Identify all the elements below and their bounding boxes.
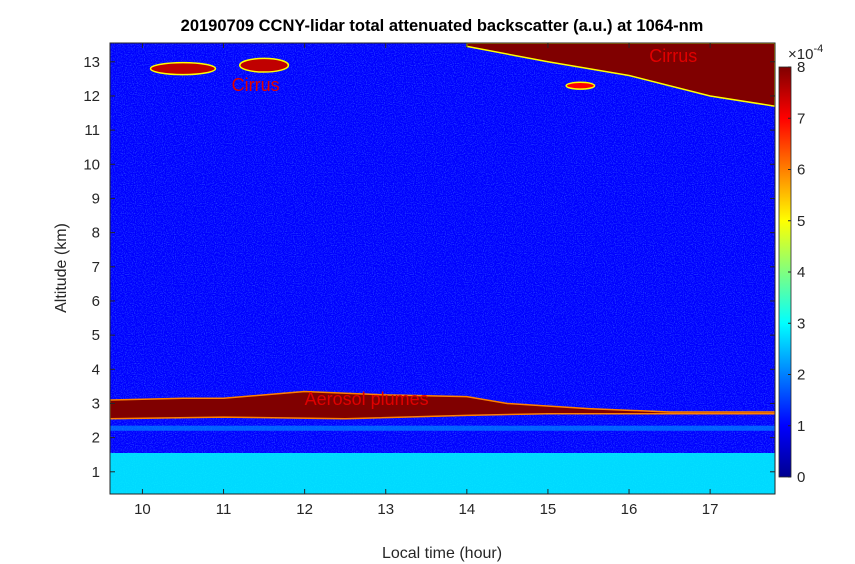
colorbar-tick-label: 6 [797,162,805,179]
y-axis-label: Altitude (km) [53,223,70,313]
annotations: Cirrus Cirrus Aerosol plumes [232,46,698,409]
x-tick-label: 13 [377,501,394,518]
annotation-label: Cirrus [232,75,280,95]
plume-base-band [110,425,775,431]
colorbar-tick-label: 0 [797,469,805,486]
aerosol-plume-layer [110,390,775,420]
y-tick-label: 3 [92,395,100,412]
colorbar-ticks: 0 1 2 3 4 5 6 7 8 [788,59,805,486]
colorbar-exponent-base: ×10 [788,46,813,63]
annotation-label: Aerosol plumes [305,389,429,409]
y-tick-label: 12 [83,88,100,105]
x-tick-label: 12 [296,501,313,518]
x-tick-label: 15 [540,501,557,518]
x-tick-label: 17 [702,501,719,518]
y-tick-label: 9 [92,190,100,207]
x-tick-label: 11 [216,501,232,518]
data-layers [110,43,775,494]
colorbar-exponent-power: -4 [813,43,823,55]
cirrus-upper-layer [466,43,775,107]
y-tick-label: 1 [92,464,100,481]
colorbar-tick-label: 7 [797,110,805,127]
colorbar-tick-label: 5 [797,213,805,230]
x-axis-label: Local time (hour) [382,545,502,562]
y-tick-label: 6 [92,293,100,310]
y-tick-label: 11 [84,122,100,139]
y-tick-label: 2 [92,430,100,447]
x-axis: 10 11 12 13 14 15 16 17 [134,43,718,518]
x-tick-label: 10 [134,501,151,518]
colorbar: 0 1 2 3 4 5 6 7 8 ×10-4 [778,43,823,486]
chart-title: 20190709 CCNY-lidar total attenuated bac… [181,17,704,35]
colorbar-exponent: ×10-4 [788,43,823,63]
annotation-label: Cirrus [649,46,697,66]
cirrus-patch [565,81,596,90]
y-tick-label: 8 [92,225,100,242]
y-tick-label: 5 [92,327,100,344]
x-tick-label: 14 [458,501,475,518]
cirrus-patch [149,61,217,76]
heatmap-area [110,43,775,494]
cirrus-patch [239,57,290,73]
colorbar-tick-label: 3 [797,315,805,332]
y-tick-label: 10 [83,156,100,173]
colorbar-tick-label: 4 [797,264,805,281]
plot-frame [109,42,776,495]
y-tick-label: 13 [83,54,100,71]
colorbar-tick-label: 2 [797,367,805,384]
y-tick-label: 4 [92,361,100,378]
y-tick-label: 7 [92,259,100,276]
heatmap-speckle [110,43,775,494]
colorbar-tick-label: 1 [797,418,805,435]
x-tick-label: 16 [621,501,638,518]
boundary-layer [110,453,775,494]
colorbar-tick-label: 8 [797,59,805,76]
